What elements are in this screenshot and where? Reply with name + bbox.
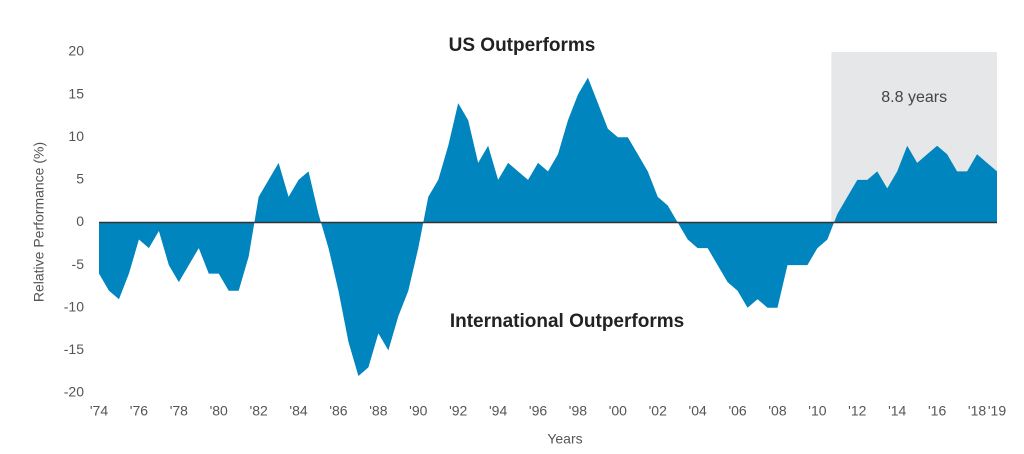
y-axis-label: Relative Performance (%) <box>31 142 47 302</box>
annotation: US Outperforms <box>449 35 596 56</box>
x-tick-label: '00 <box>609 403 627 419</box>
x-tick-label: '04 <box>689 403 707 419</box>
area <box>99 77 997 376</box>
y-tick-label: 5 <box>76 171 84 187</box>
x-tick-label: '08 <box>768 403 786 419</box>
x-tick-label: '98 <box>569 403 587 419</box>
x-tick-label: '88 <box>369 403 387 419</box>
y-tick-label: 15 <box>68 85 84 101</box>
y-tick-label: 0 <box>76 213 84 229</box>
x-tick-label: '10 <box>808 403 826 419</box>
x-tick-label: '16 <box>928 403 946 419</box>
x-tick-label: '74 <box>90 403 108 419</box>
x-tick-label: '84 <box>289 403 307 419</box>
annotation: International Outperforms <box>450 311 684 332</box>
x-tick-label: '92 <box>449 403 467 419</box>
x-tick-label: '12 <box>848 403 866 419</box>
x-tick-label: '06 <box>728 403 746 419</box>
x-tick-label: '76 <box>130 403 148 419</box>
y-tick-label: -20 <box>64 384 84 400</box>
x-tick-label: '80 <box>210 403 228 419</box>
y-tick-label: 20 <box>68 43 84 59</box>
annotation: 8.8 years <box>881 89 947 106</box>
x-tick-label: '86 <box>329 403 347 419</box>
y-tick-label: -15 <box>64 341 84 357</box>
x-tick-label: '02 <box>649 403 667 419</box>
y-tick-label: 10 <box>68 128 84 144</box>
x-tick-label: '82 <box>250 403 268 419</box>
x-tick-label: '18 <box>968 403 986 419</box>
y-tick-label: -10 <box>64 298 84 314</box>
x-tick-label: '90 <box>409 403 427 419</box>
x-tick-label: '19 <box>988 403 1006 419</box>
x-tick-label: '78 <box>170 403 188 419</box>
y-tick-label: -5 <box>72 256 85 272</box>
x-tick-label: '14 <box>888 403 906 419</box>
x-axis-label: Years <box>547 431 582 447</box>
x-tick-label: '94 <box>489 403 507 419</box>
x-tick-label: '96 <box>529 403 547 419</box>
